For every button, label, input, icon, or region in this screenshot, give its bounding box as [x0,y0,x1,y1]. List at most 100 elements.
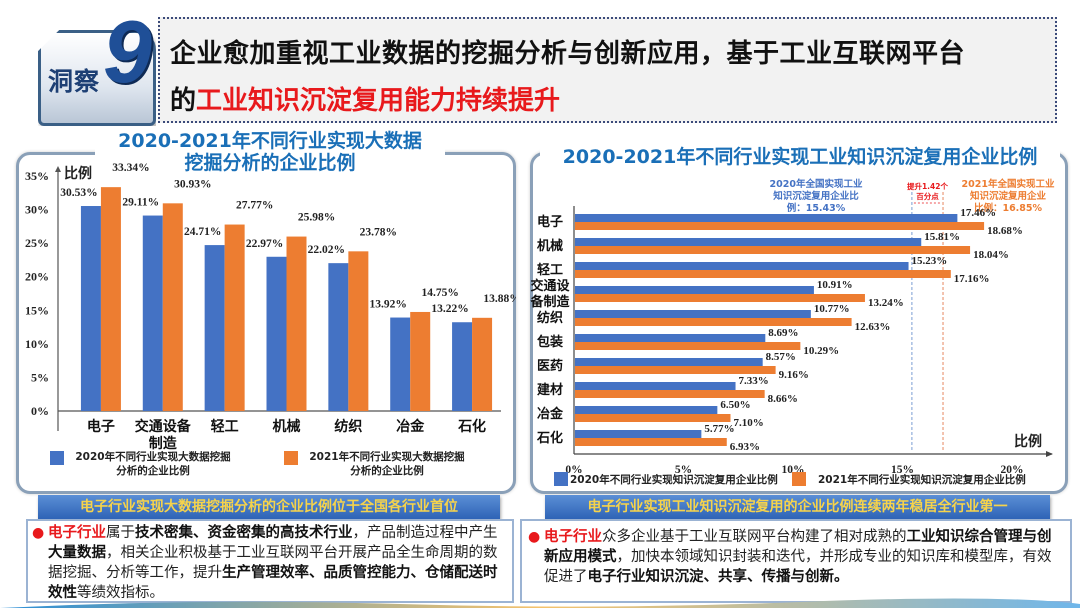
category-label: 机械 [537,238,563,254]
left-bar-chart: 比例 0% 5% 10% 15% 20% 25% 30% 35% 30.53% 33.34% 电子 29… [25,162,516,477]
highlight-text: 电子行业 [544,529,602,545]
data-label-2020: 24.71% [184,226,221,238]
category-label: 轻工 [537,262,563,278]
legend-swatch [554,472,568,486]
data-label-2021: 18.04% [973,249,1009,261]
x-tick-label: 15% [891,464,914,476]
data-label-2020: 17.46% [960,207,996,219]
reference-annotation: 知识沉淀复用企业 [969,190,1047,202]
data-label-2021: 9.16% [779,369,809,381]
reference-annotation: 比例：16.85% [974,202,1043,214]
data-label-2020: 15.81% [924,231,960,243]
category-label: 建材 [537,382,563,398]
category-label: 电子 [537,214,563,230]
bar-2021 [575,222,985,230]
data-label-2021: 6.93% [730,441,760,453]
x-tick-label: 0% [565,464,582,476]
data-label-2021: 23.78% [360,226,397,238]
category-label: 石化 [457,418,486,435]
reference-annotation: 知识沉淀复用企业比 [772,190,859,202]
bar-2021 [575,246,971,254]
y-tick-label: 20% [25,270,49,284]
left-insight-text: ● 电子行业属于技术密集、资金密集的高技术行业，产品制造过程中产生大量数据，相关… [26,519,514,603]
bar-2021 [575,390,765,398]
bar-2020 [575,310,811,318]
data-label-2021: 30.93% [174,178,211,190]
data-label-2020: 7.33% [739,375,769,387]
bar-2021 [286,236,307,411]
legend-label: 2020年不同行业实现知识沉淀复用企业比例 [570,473,778,486]
data-label-2020: 13.92% [370,299,407,311]
legend-swatch [792,472,806,486]
right-chart-title: 2020-2021年不同行业实现工业知识沉淀复用企业比例 [540,142,1060,169]
data-label-2020: 6.50% [720,399,750,411]
bar-2020 [80,206,101,411]
insight-badge [38,30,156,126]
bold-text: 生产管理效率、品质管控能力、仓储配送时效性 [48,565,498,601]
category-label: 电子 [87,418,115,435]
right-insight-text: ● 电子行业众多企业基于工业互联网平台构建了相对成熟的工业知识综合管理与创新应用… [520,519,1072,603]
bar-2020 [575,238,922,246]
bar-2021 [575,294,865,302]
bar-2021 [100,187,121,411]
right-bar-chart: 比例0% 5% 10% 15% 20%2020年全国实现工业知识沉淀复用企业比例：15.… [530,178,1055,486]
bold-text: 大量数据 [48,545,106,561]
y-axis-label: 比例 [64,165,92,182]
x-axis-arrow-icon [1046,451,1053,457]
data-label-2020: 22.97% [246,238,283,250]
reference-annotation: 2020年全国实现工业 [770,178,863,190]
body-text: ，相关企业积极基于工业互联网平台开展产品全生命周期的数据挖掘、分析等工作，提升 [48,545,498,581]
category-label: 医药 [537,358,563,374]
x-axis-label: 比例 [1014,433,1042,450]
data-label-2021: 33.34% [112,162,149,174]
y-tick-label: 15% [25,303,49,317]
bar-2020 [204,245,225,411]
category-label: 制造 [149,435,177,452]
bar-2020 [575,262,909,270]
page-title-line2: 的工业知识沉淀复用能力持续提升 [170,80,560,117]
title-box [158,17,1057,123]
x-tick-label: 5% [675,464,692,476]
data-label-2020: 13.22% [431,303,468,315]
data-label-2021: 13.24% [868,297,904,309]
data-label-2021: 17.16% [954,273,990,285]
data-label-2021: 12.63% [855,321,891,333]
body-text: 属于 [106,525,135,541]
left-chart-title: 2020-2021年不同行业实现大数据 挖掘分析的企业比例 [95,130,445,174]
data-label-2020: 10.77% [814,303,850,315]
data-label-2020: 22.02% [308,244,345,256]
bar-2021 [575,270,951,278]
bar-2021 [575,366,776,374]
category-label: 备制造 [530,294,570,310]
data-label-2021: 8.66% [768,393,798,405]
y-tick-label: 10% [25,337,49,351]
legend-label: 2021年不同行业实现大数据挖掘 [309,450,464,463]
body-text: 等绩效指标。 [77,585,164,601]
bar-2020 [142,215,163,411]
bar-2020 [328,263,349,411]
title-highlight: 工业知识沉淀复用能力持续提升 [196,86,561,116]
gap-annotation: 提升1.42个 [907,181,949,191]
title-prefix: 的 [170,86,197,116]
legend-label: 分析的企业比例 [350,464,424,477]
highlight-text: 电子行业 [48,525,106,541]
data-label-2021: 10.29% [803,345,839,357]
legend-swatch [284,451,298,465]
data-label-2020: 29.11% [122,197,159,209]
bold-text: 电子行业知识沉淀、共享、传播与创新。 [587,569,849,585]
bar-2020 [575,214,958,222]
bar-2020 [452,322,473,411]
bar-2020 [575,430,702,438]
gap-annotation: 百分点 [916,191,939,201]
insight-badge-number: 9 [103,2,152,101]
data-label-2020: 5.77% [704,423,734,435]
category-label: 交通设 [530,278,570,294]
bar-2021 [224,224,245,411]
bar-2021 [575,438,727,446]
data-label-2020: 10.91% [817,279,853,291]
data-label-2020: 8.69% [768,327,798,339]
data-label-2020: 8.57% [766,351,796,363]
category-label: 机械 [273,418,301,435]
category-label: 纺织 [537,310,563,326]
decorative-wave [0,598,1080,608]
